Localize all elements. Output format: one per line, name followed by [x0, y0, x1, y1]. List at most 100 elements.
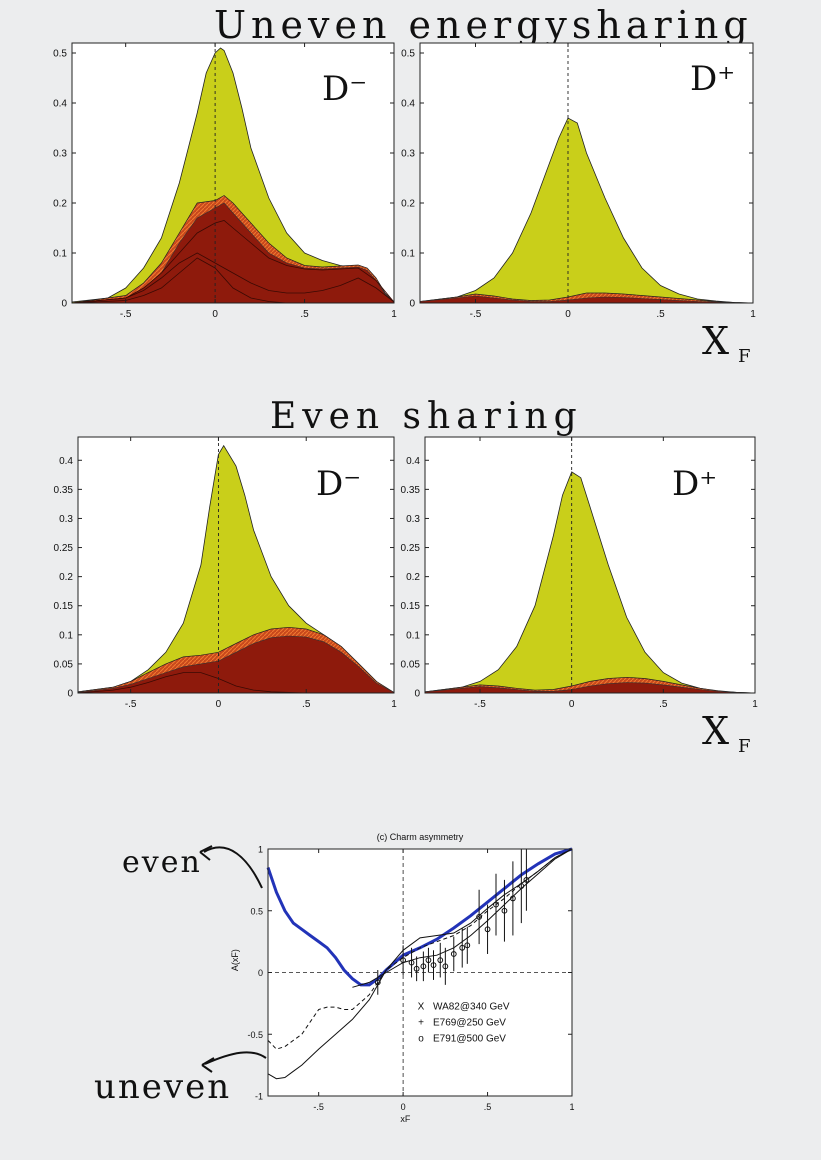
y-tick-label: 0.1	[406, 630, 420, 641]
x-tick-label: 1	[750, 309, 756, 320]
x-tick-label: -.5	[313, 1102, 324, 1112]
y-axis-label: A(xF)	[230, 949, 240, 971]
data-point	[408, 959, 415, 966]
data-point	[425, 957, 432, 964]
data-point	[493, 901, 499, 908]
y-tick-label: 0.4	[59, 456, 73, 467]
panel-d-label: D⁺	[672, 464, 717, 504]
data-point	[501, 907, 508, 914]
y-tick-label: 0.3	[59, 514, 73, 525]
curve-inner-2	[71, 252, 395, 304]
data-point	[464, 942, 471, 949]
data-point	[523, 876, 530, 883]
y-tick-label: 0.4	[401, 99, 415, 110]
y-tick-label: 0.35	[401, 485, 421, 496]
data-point	[442, 963, 449, 970]
x-tick-label: .5	[484, 1102, 492, 1112]
y-tick-label: -1	[255, 1092, 263, 1102]
legend-label: WA82@340 GeV	[433, 1002, 510, 1013]
page-bottom-edge	[0, 1160, 821, 1175]
data-point	[430, 962, 437, 968]
x-tick-label: 1	[391, 699, 397, 710]
data-point	[400, 957, 407, 964]
y-tick-label: 0.2	[59, 572, 73, 583]
x-tick-label: 0	[212, 309, 218, 320]
y-tick-label: 0.5	[250, 906, 263, 916]
panel-charm-asymmetry: -.5 0.5 1-1-0.500.51(c) Charm asymmetryxFA…	[230, 832, 575, 1124]
area-red	[424, 682, 756, 694]
curve-inner-1	[71, 220, 395, 304]
x-tick-label: -.5	[125, 699, 137, 710]
arrow-even	[203, 846, 263, 889]
arrow-uneven-head	[201, 1057, 215, 1073]
panel-uneven-dplus: -.5 0.5 100.10.20.30.40.5D⁺	[401, 42, 756, 320]
xf-label-bottom-x: X	[702, 709, 729, 753]
data-point	[509, 895, 516, 902]
plot-frame	[419, 42, 754, 304]
plot-frame	[71, 42, 395, 304]
xf-label-top: X F	[702, 319, 751, 367]
y-tick-label: 0	[258, 968, 263, 978]
y-tick-label: 0.1	[59, 630, 73, 641]
panel-d-label: D⁺	[690, 59, 735, 99]
y-tick-label: 0.5	[53, 49, 67, 60]
x-tick-label: 0	[401, 1102, 406, 1112]
x-tick-label: 0	[565, 309, 571, 320]
y-tick-label: 0.05	[54, 659, 74, 670]
y-tick-label: 0.1	[401, 249, 415, 260]
y-tick-label: 0.2	[401, 199, 415, 210]
x-tick-label: 1	[391, 309, 397, 320]
legend-marker: o	[418, 1034, 424, 1045]
data-point	[459, 944, 466, 951]
data-point	[476, 914, 483, 920]
x-tick-label: 1	[752, 699, 758, 710]
y-tick-label: 0.15	[401, 601, 421, 612]
y-tick-label: 1	[258, 845, 263, 855]
data-point	[518, 883, 525, 889]
x-tick-label: 0	[569, 699, 575, 710]
panel-even-dminus: -.5 0 .5 1 0 0.05 0.1 0.15 0.2 0.25 0.3 0.35 0.4 D⁻	[54, 436, 397, 710]
x-axis-label: xF	[400, 1114, 411, 1124]
x-tick-label: 1	[569, 1102, 574, 1112]
y-tick-label: 0	[414, 689, 420, 700]
y-tick-label: 0.2	[406, 572, 420, 583]
y-tick-label: 0.3	[401, 149, 415, 160]
data-point	[450, 951, 457, 957]
area-red	[419, 295, 754, 304]
panel-even-dplus: -.5 0 .5 1 0 0.05 0.1 0.15 0.2 0.25 0.3 0.35 0.4 D⁺	[401, 436, 758, 710]
legend-label: E769@250 GeV	[433, 1018, 506, 1029]
area-red	[77, 635, 395, 694]
x-tick-label: -.5	[474, 699, 486, 710]
xf-label-bottom-sub: F	[738, 736, 751, 757]
data-point	[484, 926, 491, 933]
y-tick-label: 0.35	[54, 485, 74, 496]
y-tick-label: 0.4	[53, 99, 67, 110]
y-tick-label: 0.1	[53, 249, 67, 260]
panel-d-label: D⁻	[316, 464, 361, 504]
chart-title: (c) Charm asymmetry	[377, 832, 464, 842]
y-tick-label: 0	[409, 299, 415, 310]
arrow-uneven	[204, 1051, 267, 1065]
heading-uneven: Uneven energysharing	[214, 3, 753, 47]
legend-label: E791@500 GeV	[433, 1034, 506, 1045]
y-tick-label: 0.05	[401, 659, 421, 670]
y-tick-label: 0.3	[53, 149, 67, 160]
y-tick-label: 0.3	[406, 514, 420, 525]
data-point	[420, 963, 427, 970]
heading-even: Even sharing	[270, 396, 583, 437]
xf-label-top-sub: F	[738, 346, 751, 367]
label-even: even	[122, 845, 202, 880]
y-tick-label: -0.5	[247, 1030, 263, 1040]
y-tick-label: 0.25	[54, 543, 74, 554]
arrow-even-head	[199, 845, 213, 861]
y-tick-label: 0.15	[54, 601, 74, 612]
xf-label-top-x: X	[702, 319, 729, 363]
plot-frame	[424, 436, 756, 694]
area-red	[71, 202, 395, 304]
xf-label-bottom: X F	[702, 709, 751, 757]
legend-marker: X	[418, 1002, 425, 1013]
label-uneven: uneven	[94, 1067, 231, 1107]
x-tick-label: -.5	[470, 309, 482, 320]
x-tick-label: .5	[302, 699, 311, 710]
